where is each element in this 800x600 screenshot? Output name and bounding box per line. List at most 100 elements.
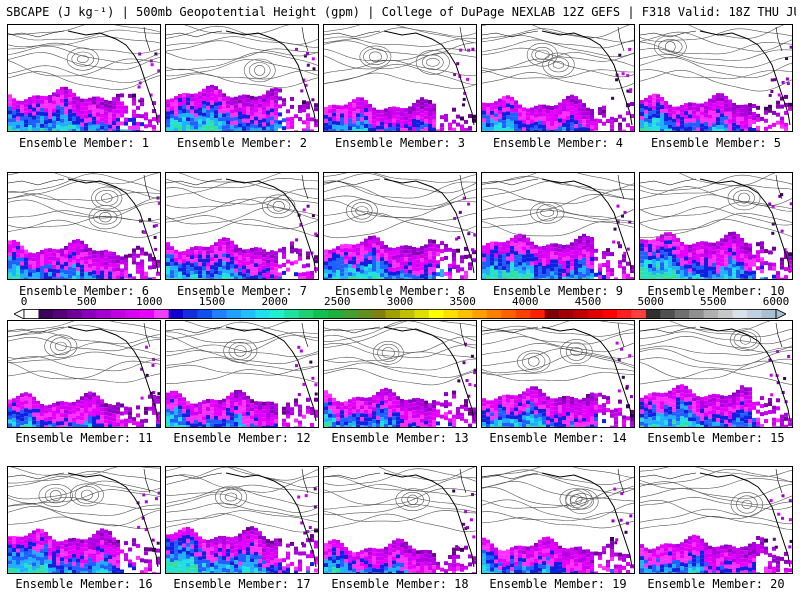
coastline: [67, 30, 159, 126]
colorbar-tick-label: 5500: [700, 295, 727, 308]
colorbar-segment: [747, 309, 762, 319]
colorbar-tick-label: 1500: [198, 295, 226, 308]
colorbar-tick-label: 0: [20, 295, 28, 308]
colorbar-segment: [154, 309, 169, 319]
colorbar-segment: [313, 309, 328, 319]
height-contours: [166, 25, 318, 88]
colorbar-segment: [573, 309, 589, 319]
ensemble-map-panel: [165, 466, 319, 574]
colorbar-tick-label: 3500: [449, 295, 476, 308]
cape-shading: [482, 204, 634, 279]
ensemble-member-label: Ensemble Member: 18: [331, 577, 469, 591]
colorbar-tick-label: 6000: [762, 295, 790, 308]
colorbar-segment: [168, 309, 184, 319]
coastline: [541, 30, 633, 126]
cape-shading: [8, 52, 160, 131]
colorbar-segment: [414, 309, 430, 319]
ensemble-member-label: Ensemble Member: 14: [489, 431, 627, 445]
colorbar-tick-label: 2000: [261, 295, 288, 308]
colorbar-segment: [761, 309, 777, 319]
ensemble-member-label: Ensemble Member: 2: [176, 136, 308, 150]
colorbar-segment: [67, 309, 83, 319]
colorbar-segment: [501, 309, 516, 319]
cape-shading: [166, 487, 318, 573]
ensemble-member-label: Ensemble Member: 13: [331, 431, 469, 445]
ensemble-map-panel: [481, 172, 635, 280]
colorbar-segment: [212, 309, 227, 319]
colorbar-segment: [226, 309, 242, 319]
colorbar-segment: [718, 309, 733, 319]
colorbar-segment: [530, 309, 545, 319]
sbcape-colorbar: [14, 309, 786, 319]
page-title: SBCAPE (J kg⁻¹) | 500mb Geopotential Hei…: [6, 5, 796, 19]
colorbar-segment: [544, 309, 560, 319]
colorbar-segment: [240, 309, 256, 319]
colorbar-segment: [559, 309, 574, 319]
colorbar-segment: [269, 309, 285, 319]
coastline: [383, 472, 475, 568]
ensemble-member-label: Ensemble Member: 20: [647, 577, 785, 591]
cape-shading: [482, 47, 634, 131]
ensemble-member-label: Ensemble Member: 19: [489, 577, 627, 591]
ensemble-map-panel: [639, 466, 793, 574]
ensemble-member-label: Ensemble Member: 11: [15, 431, 153, 445]
ensemble-member-label: Ensemble Member: 10: [647, 284, 785, 298]
ensemble-map-panel: [481, 466, 635, 574]
ensemble-map-panel: [7, 466, 161, 574]
colorbar-segment: [385, 309, 401, 319]
height-contours: [324, 25, 476, 89]
colorbar-segment: [284, 309, 300, 319]
ensemble-map-panel: [7, 320, 161, 428]
colorbar-segment: [125, 309, 140, 319]
coastline: [67, 326, 159, 422]
colorbar-segment: [110, 309, 126, 319]
height-contours: [482, 25, 634, 90]
colorbar-segment: [486, 309, 502, 319]
ensemble-member-label: Ensemble Member: 5: [650, 136, 782, 150]
height-contours: [482, 321, 634, 381]
ensemble-map-panel: [639, 320, 793, 428]
coastline: [699, 30, 791, 126]
colorbar-tick-label: 4500: [574, 295, 602, 308]
cape-shading: [640, 45, 792, 131]
height-contours: [166, 467, 318, 533]
colorbar-segment: [588, 309, 603, 319]
cape-shading: [166, 204, 318, 279]
height-contours: [8, 25, 160, 90]
coastline: [225, 326, 317, 422]
cape-shading: [324, 47, 476, 131]
ensemble-map-panel: [323, 320, 477, 428]
height-contours: [324, 321, 476, 386]
colorbar-segment: [298, 309, 314, 319]
ensemble-map-panel: [323, 24, 477, 132]
colorbar-min-arrow: [14, 309, 25, 319]
ensemble-member-label: Ensemble Member: 3: [334, 136, 466, 150]
colorbar-tick-label: 500: [76, 295, 97, 308]
colorbar-tick-label: 4000: [512, 295, 539, 308]
colorbar-tick-label: 1000: [136, 295, 163, 308]
ensemble-map-panel: [165, 24, 319, 132]
ensemble-map-panel: [7, 172, 161, 280]
height-contours: [482, 467, 634, 529]
cape-shading: [8, 345, 160, 427]
colorbar-segment: [255, 309, 271, 319]
cape-shading: [640, 494, 792, 573]
ensemble-member-label: Ensemble Member: 8: [334, 284, 466, 298]
cape-shading: [166, 47, 318, 131]
ensemble-map-panel: [639, 172, 793, 280]
colorbar-segment: [52, 309, 68, 319]
colorbar-segment: [428, 309, 444, 319]
colorbar-segment: [645, 309, 661, 319]
colorbar-segment: [660, 309, 676, 319]
cape-shading: [8, 491, 160, 573]
colorbar-segment: [197, 309, 213, 319]
ensemble-map-panel: [323, 466, 477, 574]
ensemble-member-label: Ensemble Member: 6: [18, 284, 150, 298]
cape-shading: [8, 196, 160, 279]
coastline: [225, 30, 317, 126]
cape-shading: [324, 196, 476, 279]
colorbar-segment: [457, 309, 473, 319]
colorbar-segment: [515, 309, 531, 319]
colorbar-segment: [371, 309, 386, 319]
colorbar-tick-label: 3000: [386, 295, 414, 308]
